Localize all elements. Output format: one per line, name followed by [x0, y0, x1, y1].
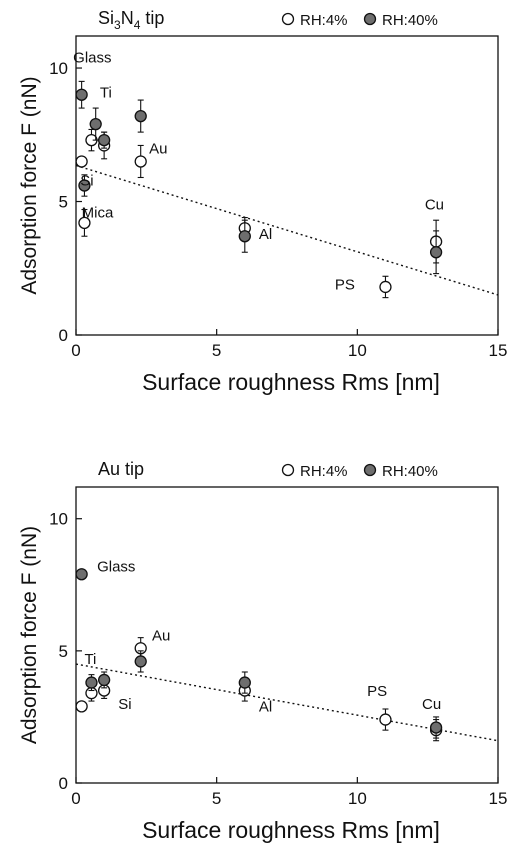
y-tick-label: 5	[59, 642, 68, 661]
point-annotation: Cu	[425, 197, 444, 214]
point-annotation: Si	[80, 173, 93, 190]
y-tick-label: 0	[59, 326, 68, 345]
legend-marker-filled	[363, 463, 377, 477]
series-rh40	[75, 568, 443, 739]
title-subscript: 3	[114, 18, 121, 32]
point-filled	[97, 133, 111, 147]
legend-label: RH:40%	[382, 12, 438, 29]
x-axis-title: Surface roughness Rms [nm]	[142, 369, 440, 395]
title-subscript: 4	[134, 18, 141, 32]
y-tick-label: 10	[49, 510, 68, 529]
point-filled	[89, 117, 102, 131]
title-text: N	[121, 8, 134, 28]
series-rh4	[75, 128, 443, 299]
x-tick-label: 10	[348, 789, 367, 808]
point-annotation: PS	[367, 683, 387, 700]
trend-line	[75, 663, 499, 742]
point-open	[134, 155, 147, 168]
legend: RH:4% RH:40%	[281, 463, 438, 480]
y-axis-title: Adsorption force F (nN)	[18, 526, 41, 744]
y-tick-label: 0	[59, 774, 68, 793]
point-filled	[97, 673, 111, 687]
point-annotation: Mica	[82, 205, 114, 222]
point-open	[78, 216, 91, 230]
x-tick-label: 15	[489, 789, 508, 808]
point-filled	[78, 179, 91, 192]
series-rh40	[75, 80, 443, 275]
point-annotation: Ti	[100, 84, 112, 101]
point-annotation: PS	[335, 277, 355, 294]
point-open	[379, 713, 392, 726]
x-tick-label: 0	[71, 341, 80, 360]
point-filled	[134, 655, 147, 668]
point-open	[379, 280, 392, 294]
y-axis-title: Adsorption force F (nN)	[18, 76, 41, 294]
point-filled	[75, 88, 88, 101]
point-open	[75, 155, 88, 168]
x-tick-label: 0	[71, 789, 80, 808]
point-filled	[134, 109, 147, 123]
legend-label: RH:40%	[382, 463, 438, 480]
legend-label: RH:4%	[300, 12, 348, 29]
point-annotation: Au	[152, 627, 170, 644]
legend-label: RH:4%	[300, 463, 348, 480]
legend: RH:4% RH:40%	[281, 12, 438, 29]
point-annotation: Au	[149, 140, 167, 157]
point-annotation: Al	[259, 226, 272, 243]
y-tick-label: 5	[59, 193, 68, 212]
chart-title: Au tip	[98, 459, 144, 479]
point-filled	[238, 230, 251, 243]
x-tick-label: 5	[212, 341, 221, 360]
point-filled	[75, 568, 88, 581]
point-annotation: Ti	[84, 651, 96, 668]
x-tick-label: 10	[348, 341, 367, 360]
legend-marker-open	[281, 12, 295, 26]
chart-panel-1: 0 5 10 15 0 5 10 Surface roughness Rms [nm] Adso…	[18, 8, 507, 395]
chart-panel-2: 0 5 10 15 0 5 10 Surface roughness Rms [nm] Adso…	[18, 459, 507, 843]
point-filled	[85, 676, 98, 689]
x-tick-label: 5	[212, 789, 221, 808]
point-filled	[238, 676, 251, 689]
legend-marker-filled	[363, 12, 377, 26]
point-annotation: Si	[118, 696, 131, 713]
y-tick-label: 10	[49, 59, 68, 78]
x-axis-title: Surface roughness Rms [nm]	[142, 817, 440, 843]
legend-marker-open	[281, 463, 295, 477]
title-text: tip	[140, 8, 164, 28]
title-text: Si	[98, 8, 114, 28]
x-tick-label: 15	[489, 341, 508, 360]
point-filled	[429, 246, 443, 259]
plot-frame	[75, 486, 499, 784]
plot-frame	[75, 35, 499, 336]
point-filled	[429, 721, 443, 734]
point-annotation: Glass	[97, 559, 135, 576]
point-annotation: Glass	[73, 50, 111, 67]
title-text: Au tip	[98, 459, 144, 479]
trend-line	[75, 164, 499, 296]
point-annotation: Cu	[422, 696, 441, 713]
point-open	[75, 700, 88, 713]
chart-title: Si3N4 tip	[98, 8, 164, 32]
point-annotation: Al	[259, 699, 272, 716]
